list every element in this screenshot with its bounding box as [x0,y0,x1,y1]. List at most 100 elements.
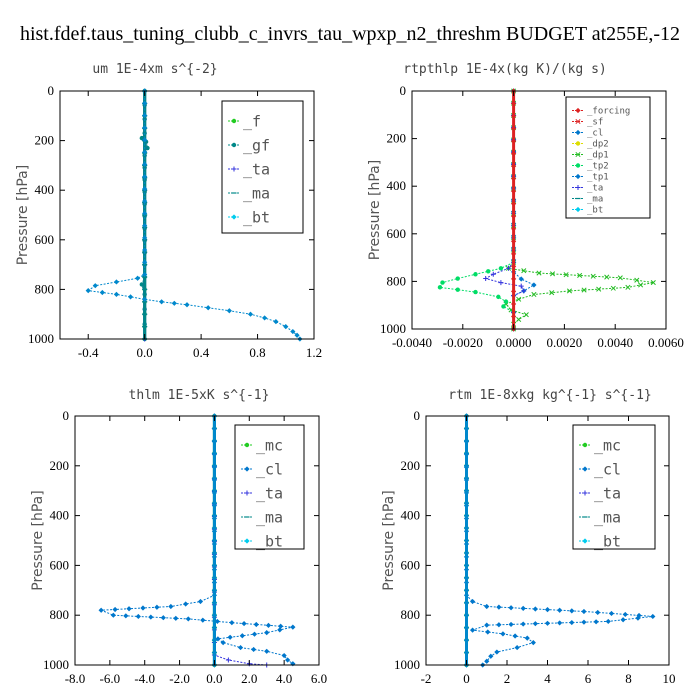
data-point [463,600,470,606]
y-tick-label: 0 [414,408,421,423]
x-tick-label: 0.0 [137,345,153,360]
data-point [123,613,129,619]
data-point [241,620,247,627]
plot-frame [74,415,320,666]
data-point [142,112,148,119]
y-tick-label: 1000 [380,321,406,336]
legend-label: _dp1 [587,151,609,161]
legend-box [221,100,304,234]
legend-label: _ta [243,160,270,178]
data-point [516,316,522,323]
data-point [290,624,296,630]
y-tick-label: 600 [50,557,70,572]
legend-marker [244,538,250,544]
data-point [205,305,211,311]
data-point [463,649,470,656]
data-point [437,285,443,290]
data-point [469,598,476,605]
y-tick-label: 400 [387,178,407,193]
data-point [530,639,536,646]
legend: _forcing_sf_cl_dp2_dp1_tp2_tp1_ta_ma_bt [565,96,651,219]
data-point [142,198,148,204]
x-tick-label: -6.0 [100,671,121,686]
data-point [211,562,218,568]
legend-marker [575,163,581,168]
data-point [511,138,517,144]
data-point [110,612,116,618]
data-point [484,603,490,610]
data-point [251,631,258,637]
data-point [486,269,491,274]
y-tick-label: 800 [50,607,70,622]
data-point [220,639,226,646]
data-point [531,282,537,288]
data-point [463,525,470,531]
x-tick-label: 6 [585,671,592,686]
panel-title: rtm 1E-8xkg kg^{-1} s^{-1} [448,388,652,403]
data-point [500,631,506,637]
data-point [520,605,526,611]
data-point [127,294,134,300]
legend-marker [575,173,581,180]
y-tick-label: 600 [401,557,421,572]
data-point [211,537,218,544]
data-point [650,280,656,286]
data-point [469,627,476,633]
x-tick-label: 0.0 [206,671,222,686]
data-point [440,280,445,285]
data-point [650,613,656,620]
data-point [463,587,470,593]
legend-label: _ma [243,184,270,202]
data-point [524,635,530,641]
data-point [142,296,148,302]
data-point [608,610,615,617]
data-point [531,291,537,298]
data-point [455,287,460,292]
y-tick-label: 600 [387,226,407,241]
data-point [247,311,254,317]
data-point [278,623,284,629]
x-tick-label: 1.2 [306,345,322,360]
data-point [142,235,148,241]
data-point [142,149,148,155]
chart-panel: thlm 1E-5xK s^{-1} Pressure [hPa] 0 200 400 6… [30,388,327,686]
data-point [159,299,165,305]
data-point [605,618,611,625]
data-point [135,613,141,620]
legend-marker [231,142,237,148]
data-point [148,614,154,620]
data-point [455,276,460,281]
data-point [251,646,257,653]
data-point [581,608,587,615]
x-tick-label: -0.4 [78,345,99,360]
data-point [484,658,490,664]
data-point [463,625,470,631]
figure-title: hist.fdef.taus_tuning_clubb_c_invrs_tau_… [20,23,680,45]
panel-title: rtpthlp 1E-4x(kg K)/(kg s) [403,62,607,77]
legend-marker [575,185,581,190]
legend-label: _ta [587,184,603,194]
data-point [604,274,610,280]
data-point [511,100,517,107]
data-point [98,607,104,613]
data-point [211,488,218,494]
legend-box [565,96,651,219]
x-tick-label: -0.0020 [443,335,483,350]
data-point [463,500,470,506]
data-point [518,283,524,289]
data-point [484,622,490,628]
legend-label: _cl [256,460,283,478]
data-point [168,603,174,610]
legend-marker [231,118,237,124]
data-point [211,513,218,519]
data-point [142,174,148,180]
data-point [227,634,233,640]
legend-marker [575,206,581,213]
data-point [290,661,296,667]
data-point [463,438,470,444]
data-point [463,550,470,556]
data-point [511,201,517,207]
x-tick-label: 10 [663,671,676,686]
data-point [511,251,517,257]
data-point [610,285,616,291]
